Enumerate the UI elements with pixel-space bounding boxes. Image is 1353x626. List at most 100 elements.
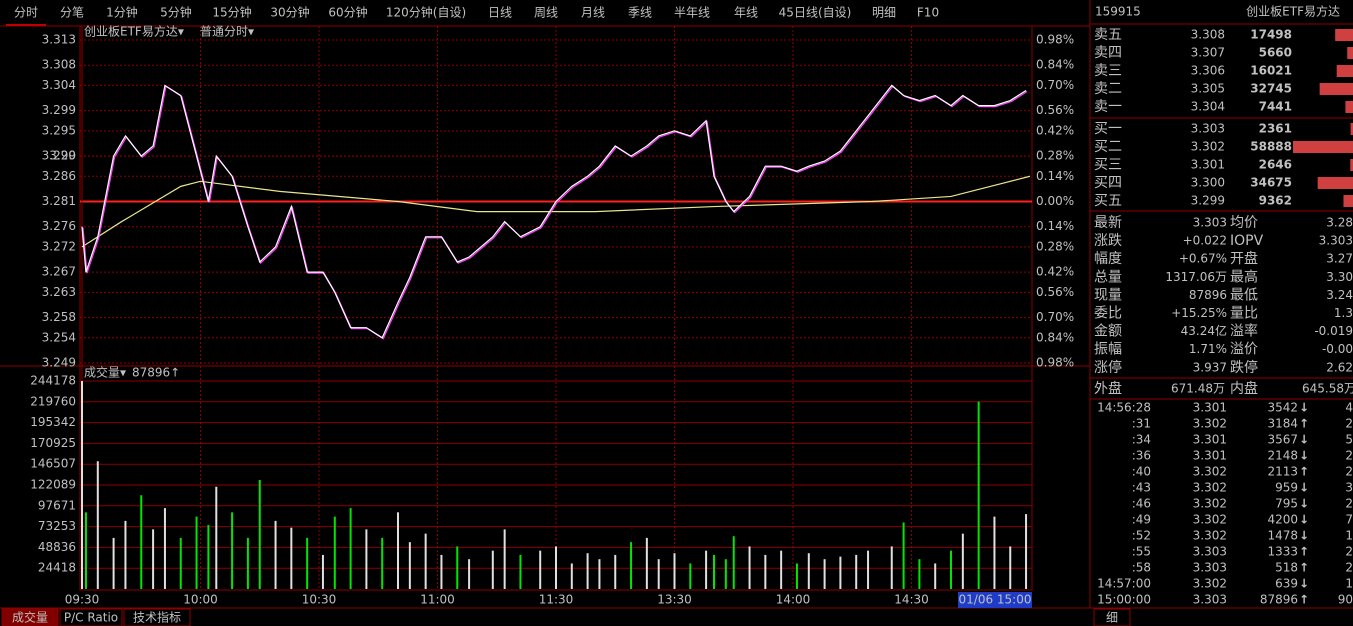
x-tick-label: 10:30 (302, 593, 337, 607)
book-price: 3.301 (1191, 158, 1225, 172)
detail-tab[interactable]: 细 (1106, 611, 1118, 625)
pct-tick-label: 0.28% (1036, 149, 1074, 163)
toolbar-tab[interactable]: 年线 (734, 6, 758, 20)
trade-time: :46 (1132, 497, 1151, 511)
stat-label: 振幅 (1094, 342, 1122, 358)
trade-extra: 3 (1345, 481, 1353, 495)
trade-dir: ↑ (1299, 593, 1309, 607)
toolbar-tab[interactable]: 周线 (534, 6, 558, 20)
book-price: 3.307 (1191, 46, 1225, 60)
toolbar-tab[interactable]: 季线 (628, 6, 652, 20)
stat-label: 溢价 (1230, 342, 1258, 358)
book-price: 3.305 (1191, 82, 1225, 96)
trade-time: :43 (1132, 481, 1151, 495)
inner-value: 645.58万 (1302, 382, 1353, 396)
toolbar-tab[interactable]: 分笔 (60, 5, 84, 20)
toolbar-tab[interactable]: F10 (917, 6, 939, 20)
bottom-tab-box (1, 608, 59, 626)
book-price: 3.299 (1191, 194, 1225, 208)
pct-tick-label: 0.98% (1036, 33, 1074, 47)
toolbar-tab[interactable]: 明细 (872, 6, 896, 20)
toolbar-tab[interactable]: 日线 (488, 6, 512, 20)
stat-value: 3.303 (1319, 234, 1353, 248)
pct-tick-label: 0.56% (1036, 103, 1074, 117)
trade-price: 3.302 (1193, 529, 1227, 543)
pct-tick-label: 0.14% (1036, 169, 1074, 183)
book-bar (1335, 29, 1353, 41)
y-tick-label: 3.290 (42, 149, 76, 163)
pct-tick-label: 0.84% (1036, 330, 1074, 344)
stat-label: 最低 (1230, 287, 1258, 303)
toolbar-tab[interactable]: 45日线(自设) (779, 6, 852, 20)
detail-tab-box (1093, 608, 1131, 626)
pct-tick-label: 0.42% (1036, 123, 1074, 137)
trade-price: 3.302 (1193, 481, 1227, 495)
trade-extra: 2 (1345, 417, 1353, 431)
book-price: 3.302 (1191, 140, 1225, 154)
book-bar (1350, 159, 1353, 171)
pct-tick-label: 0.84% (1036, 58, 1074, 72)
trade-volume: 1478 (1267, 529, 1298, 543)
book-volume: 16021 (1250, 64, 1292, 78)
toolbar-tab[interactable]: 5分钟 (160, 5, 192, 20)
trade-dir: ↑ (1299, 417, 1309, 431)
y-tick-label: 3.313 (42, 33, 76, 47)
trade-time: 15:00:00 (1097, 593, 1151, 607)
toolbar-tab[interactable]: 1分钟 (106, 5, 138, 20)
stat-label: 溢率 (1230, 323, 1258, 340)
trade-dir: ↓ (1299, 481, 1309, 495)
trade-time: :36 (1132, 449, 1151, 463)
book-label: 卖三 (1094, 63, 1122, 79)
toolbar-tab[interactable]: 分时 (14, 6, 38, 20)
book-bar (1336, 65, 1353, 77)
trade-volume: 959 (1275, 481, 1298, 495)
trade-dir: ↓ (1299, 449, 1309, 463)
price-line-shadow (82, 85, 1028, 340)
trade-extra: 1 (1345, 529, 1353, 543)
bottom-tab[interactable]: 技术指标 (133, 610, 181, 625)
stat-label: 均价 (1230, 215, 1258, 231)
x-tick-label: 14:00 (776, 593, 811, 607)
mode-menu[interactable]: 普通分时▾ (200, 25, 254, 39)
stat-label: 开盘 (1230, 250, 1258, 267)
inner-label: 内盘 (1230, 380, 1258, 397)
trade-time: :58 (1132, 561, 1151, 575)
stat-value: 1317.06万 (1165, 270, 1227, 284)
trade-extra: 2 (1345, 449, 1353, 463)
trade-volume: 3567 (1267, 433, 1298, 447)
toolbar-tab[interactable]: 15分钟 (212, 5, 251, 20)
x-tick-label: 14:30 (894, 593, 929, 607)
trade-volume: 2113 (1267, 465, 1298, 479)
book-volume: 58888 (1250, 140, 1292, 154)
toolbar-tab[interactable]: 120分钟(自设) (386, 5, 466, 20)
trade-dir: ↓ (1299, 577, 1309, 591)
trade-price: 3.301 (1193, 449, 1227, 463)
toolbar-tab[interactable]: 60分钟 (328, 5, 367, 20)
cursor-label: 01/06 15:00 (959, 593, 1032, 607)
bottom-tab[interactable]: P/C Ratio (64, 611, 118, 625)
book-label: 卖二 (1094, 81, 1122, 97)
toolbar-tab[interactable]: 30分钟 (270, 5, 309, 20)
security-menu[interactable]: 创业板ETF易方达▾ (84, 24, 184, 39)
toolbar-tab[interactable]: 月线 (581, 6, 605, 20)
toolbar-tab[interactable]: 半年线 (674, 6, 710, 20)
stat-label: 金额 (1094, 324, 1122, 340)
bottom-tab[interactable]: 成交量 (12, 610, 48, 625)
bottom-tab-box (123, 608, 191, 626)
stat-value: -0.019 (1314, 324, 1353, 338)
book-label: 卖一 (1094, 99, 1122, 115)
trade-volume: 87896 (1260, 593, 1298, 607)
trade-price: 3.302 (1193, 417, 1227, 431)
trade-extra: 2 (1345, 545, 1353, 559)
book-label: 买二 (1094, 139, 1122, 155)
stat-value: 43.24亿 (1181, 323, 1227, 338)
trade-price: 3.303 (1193, 545, 1227, 559)
book-volume: 7441 (1259, 100, 1292, 114)
stat-value: 1.71% (1189, 342, 1227, 356)
x-tick-label: 09:30 (65, 593, 100, 607)
trade-extra: 2 (1345, 465, 1353, 479)
book-volume: 2361 (1259, 122, 1292, 136)
stat-value: +0.67% (1179, 252, 1227, 266)
trade-time: :49 (1132, 513, 1151, 527)
stat-label: 跌停 (1230, 359, 1258, 376)
